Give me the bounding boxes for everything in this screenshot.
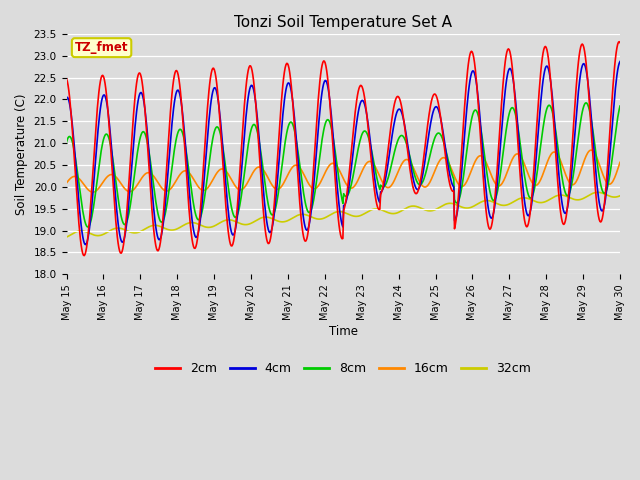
32cm xyxy=(594,190,602,195)
16cm xyxy=(63,180,70,186)
16cm xyxy=(616,159,624,165)
Text: TZ_fmet: TZ_fmet xyxy=(75,41,129,54)
32cm xyxy=(616,193,624,199)
2cm xyxy=(216,115,223,120)
16cm xyxy=(216,167,223,173)
16cm xyxy=(587,147,595,153)
2cm xyxy=(428,98,435,104)
32cm xyxy=(411,203,419,209)
32cm xyxy=(215,220,223,226)
Line: 16cm: 16cm xyxy=(67,150,620,192)
Y-axis label: Soil Temperature (C): Soil Temperature (C) xyxy=(15,94,28,215)
8cm xyxy=(73,163,81,168)
4cm xyxy=(131,132,138,138)
2cm xyxy=(187,223,195,229)
8cm xyxy=(84,224,92,230)
8cm xyxy=(582,100,590,106)
16cm xyxy=(187,171,195,177)
8cm xyxy=(412,174,419,180)
Legend: 2cm, 4cm, 8cm, 16cm, 32cm: 2cm, 4cm, 8cm, 16cm, 32cm xyxy=(150,358,536,381)
16cm xyxy=(428,176,435,182)
16cm xyxy=(89,189,97,195)
16cm xyxy=(131,186,138,192)
2cm xyxy=(81,253,88,259)
4cm xyxy=(187,202,195,208)
32cm xyxy=(130,230,138,236)
2cm xyxy=(73,189,81,195)
16cm xyxy=(412,169,419,175)
32cm xyxy=(63,234,70,240)
Line: 8cm: 8cm xyxy=(67,103,620,227)
32cm xyxy=(186,220,193,226)
4cm xyxy=(428,116,435,122)
4cm xyxy=(63,95,70,100)
2cm xyxy=(616,40,624,46)
X-axis label: Time: Time xyxy=(329,325,358,338)
Line: 4cm: 4cm xyxy=(67,61,620,244)
4cm xyxy=(616,59,624,64)
8cm xyxy=(616,103,624,109)
4cm xyxy=(412,183,419,189)
8cm xyxy=(216,129,223,134)
8cm xyxy=(187,180,195,186)
8cm xyxy=(63,139,70,145)
Line: 2cm: 2cm xyxy=(67,42,620,256)
4cm xyxy=(216,110,223,116)
8cm xyxy=(131,173,138,179)
2cm xyxy=(616,39,623,45)
8cm xyxy=(428,146,435,152)
2cm xyxy=(63,76,70,82)
Line: 32cm: 32cm xyxy=(67,192,620,237)
2cm xyxy=(412,190,419,196)
32cm xyxy=(73,229,81,235)
2cm xyxy=(131,102,138,108)
4cm xyxy=(73,171,81,177)
16cm xyxy=(73,174,81,180)
32cm xyxy=(427,208,435,214)
4cm xyxy=(82,241,90,247)
Title: Tonzi Soil Temperature Set A: Tonzi Soil Temperature Set A xyxy=(234,15,452,30)
